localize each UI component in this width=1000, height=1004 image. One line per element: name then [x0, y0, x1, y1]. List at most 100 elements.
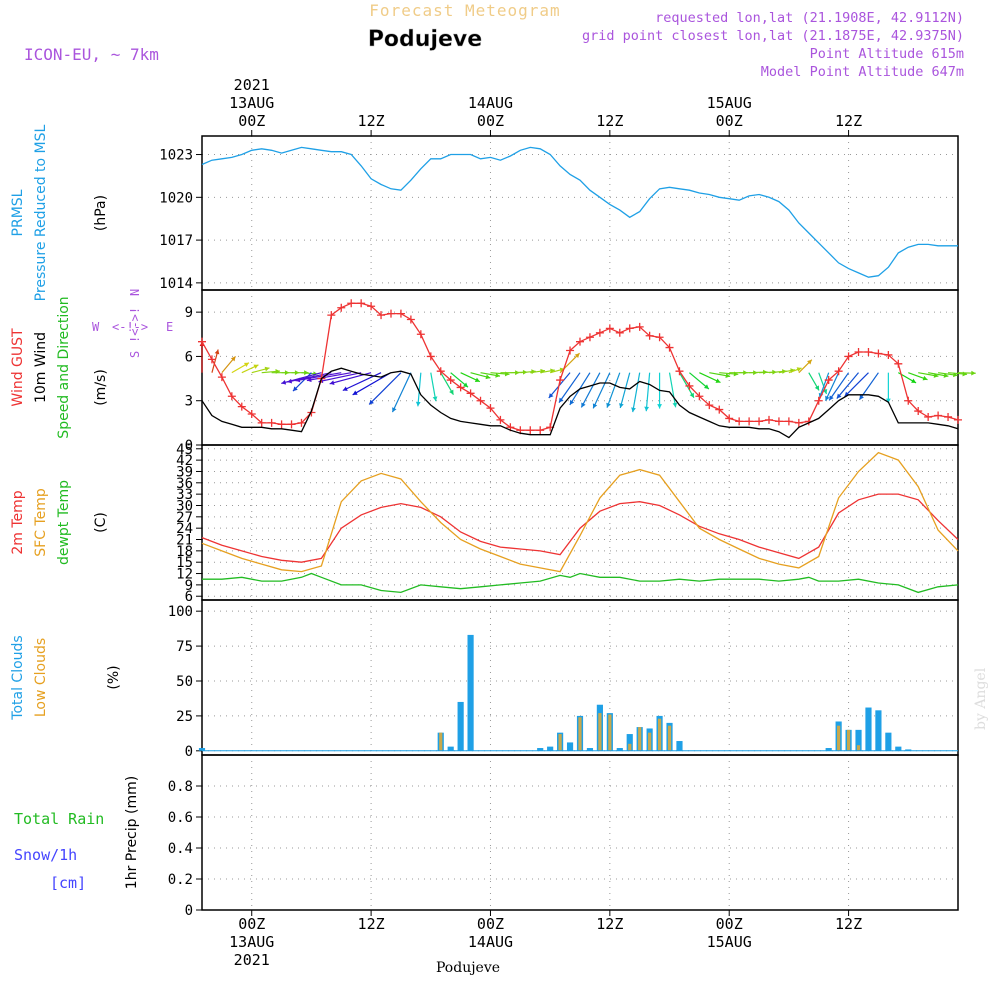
ylabel-line: [cm] — [50, 874, 86, 892]
ytick-label: 1017 — [159, 233, 193, 249]
gust-marker — [695, 392, 704, 401]
ytick-label: 6 — [185, 589, 193, 605]
wind-arrow-head — [214, 349, 220, 355]
wind-arrow — [558, 372, 581, 403]
compass-east: E — [166, 320, 173, 334]
series-line-2m-temp — [201, 493, 959, 563]
time-label-bottom: 00Z — [716, 915, 743, 933]
wind-arrow-head — [631, 407, 636, 413]
bar-total-clouds — [467, 634, 474, 751]
gust-marker — [217, 373, 226, 382]
panel-frame — [201, 754, 959, 911]
gust-marker — [396, 309, 405, 318]
wind-arrow-head — [559, 397, 564, 403]
ytick-label: 0.2 — [168, 872, 193, 888]
time-label-top: 13AUG — [229, 94, 274, 112]
wind-arrow — [417, 372, 422, 407]
gust-marker — [914, 407, 923, 416]
ytick-label: 33 — [176, 487, 193, 503]
gust-marker — [894, 359, 903, 368]
wind-arrow-head — [672, 402, 678, 408]
gust-marker — [585, 333, 594, 342]
gust-marker — [486, 404, 495, 413]
wind-arrow — [306, 372, 352, 382]
time-label-bottom: 15AUG — [707, 933, 752, 951]
bar-total-clouds — [198, 748, 206, 751]
time-label-top: 12Z — [596, 112, 623, 130]
yunit-label: (C) — [93, 512, 109, 533]
gust-marker — [426, 352, 435, 361]
gust-marker — [277, 420, 286, 429]
panel-clouds: 0 25 50 75 100 Total Clouds Low Clouds (%) — [10, 599, 959, 760]
wind-arrow-head — [295, 377, 301, 383]
wind-arrow-head — [392, 407, 397, 413]
bar-low-clouds — [439, 732, 443, 751]
ytick-label: 30 — [176, 498, 193, 514]
gust-marker — [904, 396, 913, 405]
gust-marker — [446, 376, 455, 385]
wind-arrow-head — [644, 406, 650, 412]
time-label-bottom: 14AUG — [468, 933, 513, 951]
gust-marker — [207, 355, 216, 364]
wind-arrow — [318, 372, 362, 383]
wind-arrow-head — [574, 353, 580, 359]
wind-arrow — [828, 372, 850, 401]
gust-marker — [685, 381, 694, 390]
series-line-dewpt-temp — [202, 572, 959, 594]
bar-low-clouds — [558, 734, 562, 751]
time-label-bottom: 00Z — [477, 915, 504, 933]
gust-marker — [227, 392, 236, 401]
ytick-label: 50 — [176, 674, 193, 690]
ytick-label: 0.8 — [168, 779, 193, 795]
wind-arrow-head — [943, 373, 949, 378]
compass-north: N — [128, 289, 142, 296]
bar-low-clouds — [846, 729, 851, 751]
gust-marker — [556, 376, 565, 385]
gust-marker — [924, 412, 933, 421]
gust-marker — [645, 331, 654, 340]
bar-total-clouds — [885, 732, 892, 751]
wind-arrow — [430, 372, 437, 402]
wind-arrow-head — [415, 401, 421, 407]
bar-low-clouds — [608, 714, 612, 751]
gust-marker — [526, 426, 535, 435]
ytick-label: 9 — [185, 578, 193, 594]
gust-marker — [367, 302, 376, 311]
bar-total-clouds — [586, 748, 594, 751]
bar-total-clouds — [616, 748, 623, 751]
ylabel-line: Speed and Direction — [56, 296, 72, 438]
wind-arrow — [824, 372, 840, 402]
model-altitude: Model Point Altitude 647m — [761, 64, 964, 80]
wind-arrow-head — [971, 370, 976, 376]
ytick-label: 0.6 — [168, 810, 193, 826]
gust-marker — [735, 417, 744, 426]
location-title: Podujeve — [368, 27, 482, 52]
wind-arrow-head — [495, 372, 501, 378]
gust-marker — [615, 328, 624, 337]
wind-arrow — [678, 372, 695, 398]
gust-marker — [675, 367, 684, 376]
time-label-top: 2021 — [234, 76, 270, 94]
wind-arrow-head — [287, 378, 293, 384]
ylabel-line: Total Clouds — [10, 635, 26, 720]
ylabel-line: Low Clouds — [33, 638, 49, 717]
ytick-label: 0.4 — [168, 841, 193, 857]
series-line-prmsl — [201, 146, 958, 278]
yunit-label: (hPa) — [93, 195, 109, 231]
compass-west: W — [92, 320, 100, 334]
wind-arrow — [668, 372, 677, 408]
wind-arrow-head — [253, 364, 259, 369]
gust-marker — [635, 322, 644, 331]
time-label-top: 00Z — [477, 112, 504, 130]
panel-pressure: 1014 1017 1020 1023 PRMSL Pressure Reduced to… — [10, 124, 959, 301]
wind-arrow-head — [485, 374, 491, 380]
gust-marker — [198, 337, 206, 346]
wind-arrow — [352, 372, 392, 396]
wind-arrow-head — [306, 377, 312, 383]
wind-arrow — [818, 372, 830, 399]
gust-marker — [576, 337, 584, 346]
wind-arrow-head — [264, 366, 270, 372]
ytick-label: 9 — [185, 305, 193, 321]
yunit-label: 1hr Precip (mm) — [124, 776, 140, 889]
